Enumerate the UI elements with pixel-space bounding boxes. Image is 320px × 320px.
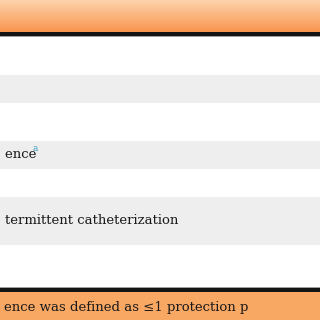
Bar	[0, 141, 320, 169]
Text: termittent catheterization: termittent catheterization	[5, 214, 178, 228]
Bar	[0, 287, 320, 288]
Bar	[0, 103, 320, 141]
Bar	[0, 75, 320, 103]
Text: a: a	[33, 144, 38, 153]
Bar	[0, 245, 320, 287]
Bar	[0, 37, 320, 75]
Text: ence was defined as ≤1 protection p: ence was defined as ≤1 protection p	[4, 301, 248, 315]
Bar	[0, 32, 320, 36]
Bar	[0, 169, 320, 197]
Bar	[0, 288, 320, 292]
Bar	[0, 197, 320, 245]
Bar	[0, 36, 320, 37]
Bar	[0, 292, 320, 320]
Text: ence: ence	[5, 148, 41, 162]
